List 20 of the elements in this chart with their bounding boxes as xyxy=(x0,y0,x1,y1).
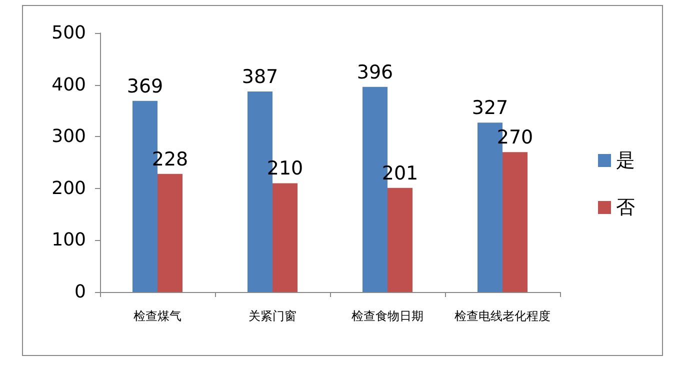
y-tick-label: 200 xyxy=(52,178,86,199)
x-tick-label: 检查电线老化程度 xyxy=(454,309,550,323)
data-label: 396 xyxy=(356,61,394,84)
y-tick-label: 400 xyxy=(52,74,86,96)
legend-label: 是 xyxy=(616,150,635,172)
data-label: 369 xyxy=(126,75,164,98)
bar xyxy=(502,152,528,292)
bar xyxy=(272,183,298,292)
y-tick-label: 300 xyxy=(52,126,86,148)
legend-label: 否 xyxy=(616,196,635,218)
data-label: 327 xyxy=(472,97,508,120)
bar xyxy=(158,174,182,292)
y-tick-label: 0 xyxy=(74,282,86,302)
x-tick-label: 检查煤气 xyxy=(134,309,182,323)
x-tick-label: 关紧门窗 xyxy=(248,309,296,323)
y-tick-label: 500 xyxy=(52,22,86,44)
data-label: 387 xyxy=(242,66,278,88)
y-tick-label: 100 xyxy=(52,230,86,251)
bar xyxy=(388,188,412,292)
x-tick-label: 检查食物日期 xyxy=(352,309,424,323)
